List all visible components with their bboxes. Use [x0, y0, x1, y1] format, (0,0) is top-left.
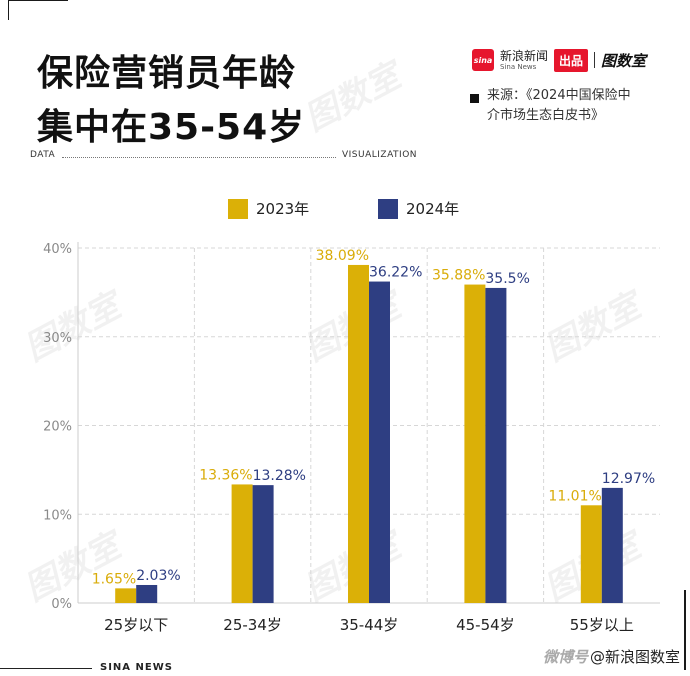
footer-sina-news: SINA NEWS [100, 662, 173, 673]
legend-item-2024: 2024年 [378, 198, 459, 219]
brand-divider [594, 52, 596, 68]
bar-2023 [464, 284, 486, 603]
bar-2023 [231, 484, 253, 603]
source-square-icon [470, 94, 479, 103]
frame-right-line [684, 590, 686, 670]
data-label-2024: 2.03% [136, 568, 180, 584]
data-label-2024: 35.5% [485, 271, 529, 287]
brand-name-cn: 新浪新闻 [500, 48, 549, 63]
data-label-2024: 36.22% [369, 265, 422, 281]
title-line-2: 集中在35-54岁 [37, 107, 306, 148]
bar-2024 [369, 281, 390, 603]
y-tick-label: 40% [43, 242, 72, 257]
x-tick-label: 35-44岁 [340, 616, 399, 634]
brand-product-logo: 图数室 [601, 51, 647, 70]
footer-line [0, 668, 92, 669]
data-label-2023: 35.88% [432, 268, 485, 284]
x-tick-label: 25-34岁 [223, 616, 282, 634]
bar-2024 [136, 584, 158, 603]
footer-credit: 微博号 @新浪图数室 [543, 646, 680, 667]
source-line-2: 介市场生态白皮书》 [487, 108, 605, 123]
x-tick-label: 55岁以上 [570, 616, 634, 634]
brand-name: 新浪新闻 Sina News [500, 50, 548, 71]
legend-label-2024: 2024年 [406, 200, 460, 218]
legend-swatch-2024 [378, 198, 398, 219]
bar-2024 [601, 487, 623, 603]
y-tick-label: 10% [43, 508, 72, 523]
data-label-2023: 13.36% [199, 467, 252, 483]
legend-item-2023: 2023年 [228, 198, 309, 219]
footer-credit-text: @新浪图数室 [589, 648, 680, 666]
y-tick-label: 0% [51, 597, 72, 612]
title-line-1: 保险营销员年龄 [37, 53, 297, 94]
frame-top-line [8, 0, 68, 1]
sina-logo-icon: sina [472, 49, 494, 71]
tag-dotted-line [62, 157, 336, 158]
x-tick-label: 45-54岁 [456, 616, 515, 634]
brand-block: sina 新浪新闻 Sina News 出品 图数室 [472, 48, 646, 72]
bar-2024 [252, 485, 274, 603]
x-tick-label: 25岁以下 [104, 616, 168, 634]
data-label-2024: 13.28% [253, 468, 306, 484]
tag-data: DATA [30, 150, 56, 160]
data-label-2023: 11.01% [548, 488, 601, 504]
bar-2023 [348, 264, 369, 603]
legend-swatch-2023 [228, 198, 248, 219]
bar-2024 [485, 287, 507, 603]
brand-name-en: Sina News [500, 62, 537, 71]
y-tick-label: 20% [43, 420, 72, 435]
frame-left-line [8, 0, 9, 20]
y-tick-label: 30% [43, 331, 72, 346]
source-line-1: 来源：《2024中国保险中 [487, 88, 631, 103]
weibo-mark: 微博号 [542, 648, 588, 666]
tag-visualization: VISUALIZATION [342, 150, 418, 160]
data-label-2023: 1.65% [92, 571, 136, 587]
data-label-2024: 12.97% [602, 471, 655, 487]
data-label-2023: 38.09% [316, 248, 369, 264]
bar-2023 [115, 588, 137, 603]
source-note: 来源：《2024中国保险中 介市场生态白皮书》 [487, 86, 667, 126]
bar-2023 [580, 505, 602, 603]
legend-label-2023: 2023年 [256, 200, 310, 218]
brand-badge: 出品 [554, 48, 589, 72]
